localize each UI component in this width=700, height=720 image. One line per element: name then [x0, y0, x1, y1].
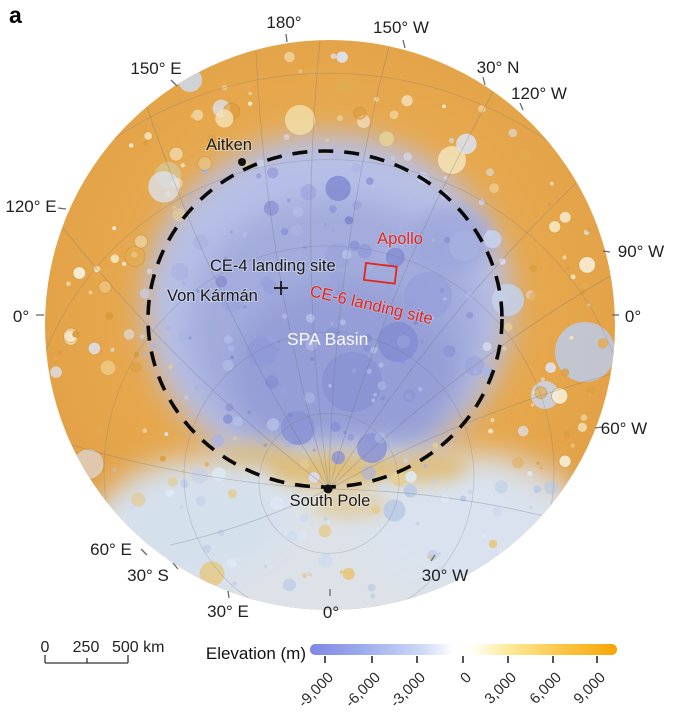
- coord-label-90w: 90° W: [618, 242, 664, 261]
- south-pole-marker: [323, 484, 333, 494]
- scale-bar: 0 250 500 km: [30, 634, 200, 676]
- coord-label-30w: 30° W: [422, 566, 468, 585]
- colorbar-tick: [462, 656, 464, 663]
- spa-basin-label: SPA Basin: [287, 329, 368, 349]
- colorbar-tick: [371, 656, 373, 663]
- colorbar-tick: [552, 656, 554, 663]
- colorbar-tick: [324, 656, 326, 663]
- colorbar-tick: [416, 656, 418, 663]
- coord-label-120e: 120° E: [5, 197, 56, 216]
- scale-250-label: 250: [73, 639, 100, 656]
- scale-500km-label: 500 km: [112, 639, 164, 656]
- coord-label-180: 180°: [266, 13, 301, 32]
- coord-label-60e: 60° E: [90, 540, 132, 559]
- aitken-marker: [238, 158, 246, 166]
- coord-label-0-right: 0°: [625, 307, 641, 326]
- coordinate-labels: 180° 150° W 150° E 30° N 120° W 120° E 0…: [5, 13, 664, 622]
- ce4-marker-cross: [274, 281, 288, 295]
- colorbar-title: Elevation (m): [205, 644, 306, 663]
- von-karman-label: Von Kármán: [167, 287, 258, 305]
- coord-label-150e: 150° E: [130, 59, 181, 78]
- south-pole-label: South Pole: [290, 492, 371, 510]
- coord-label-30n: 30° N: [477, 58, 520, 77]
- coord-label-30s: 30° S: [127, 566, 169, 585]
- lunar-globe-map: 180° 150° W 150° E 30° N 120° W 120° E 0…: [5, 13, 664, 622]
- ce6-landing-site-box: [362, 261, 398, 285]
- coord-label-120w: 120° W: [511, 84, 567, 103]
- panel-label: a: [9, 2, 22, 28]
- ce4-landing-site-label: CE-4 landing site: [210, 257, 336, 275]
- coord-label-60w: 60° W: [601, 419, 647, 438]
- scale-0-label: 0: [41, 639, 50, 656]
- aitken-label: Aitken: [206, 136, 252, 154]
- coord-label-150w: 150° W: [373, 18, 429, 37]
- apollo-label: Apollo: [377, 230, 423, 248]
- colorbar-tick: [507, 656, 509, 663]
- coord-label-0-left: 0°: [13, 307, 29, 326]
- colorbar-tick: [596, 656, 598, 663]
- coord-label-30e: 30° E: [207, 602, 249, 621]
- coord-label-0-bottom: 0°: [323, 603, 339, 622]
- elevation-colorbar: [310, 644, 617, 655]
- graticule: [45, 40, 615, 610]
- limb-ticks: [36, 33, 619, 599]
